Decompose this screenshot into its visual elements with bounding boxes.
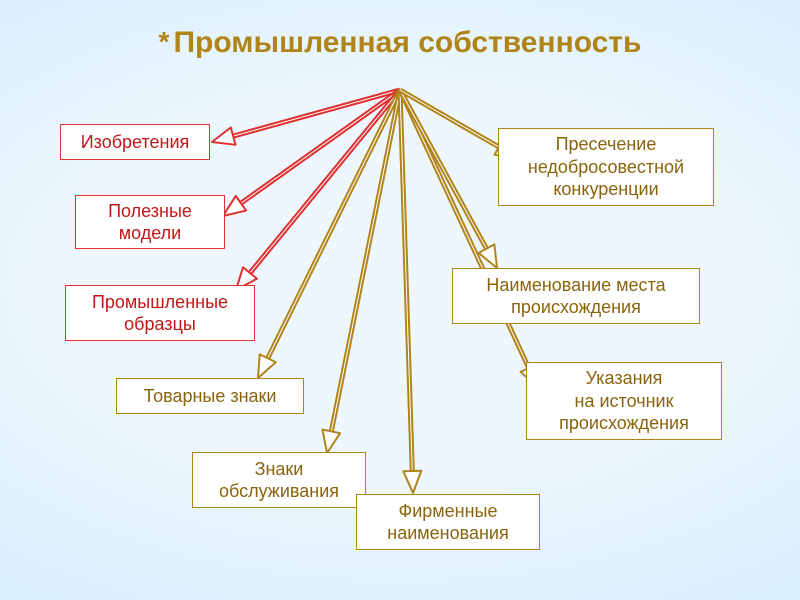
node-unfair-competition: Пресечениенедобросовестнойконкуренции (498, 128, 714, 206)
node-label: Пресечениенедобросовестнойконкуренции (528, 133, 684, 201)
node-trade-names: Фирменныенаименования (356, 494, 540, 550)
title-text: Промышленная собственность (173, 26, 641, 59)
node-service-marks: Знакиобслуживания (192, 452, 366, 508)
node-source-indications: Указанияна источникпроисхождения (526, 362, 722, 440)
node-appellation-origin: Наименование местапроисхождения (452, 268, 700, 324)
title-asterisk: * (159, 26, 174, 57)
node-label: Наименование местапроисхождения (486, 274, 665, 319)
node-useful-models: Полезныемодели (75, 195, 225, 249)
node-label: Указанияна источникпроисхождения (559, 367, 689, 435)
node-label: Промышленныеобразцы (92, 291, 228, 336)
node-trademarks: Товарные знаки (116, 378, 304, 414)
node-label: Фирменныенаименования (387, 500, 508, 545)
node-label: Товарные знаки (143, 385, 276, 408)
node-inventions: Изобретения (60, 124, 210, 160)
node-label: Полезныемодели (108, 200, 192, 245)
page-title: *Промышленная собственность (0, 26, 800, 60)
node-label: Изобретения (81, 131, 190, 154)
node-label: Знакиобслуживания (219, 458, 339, 503)
node-industrial-designs: Промышленныеобразцы (65, 285, 255, 341)
